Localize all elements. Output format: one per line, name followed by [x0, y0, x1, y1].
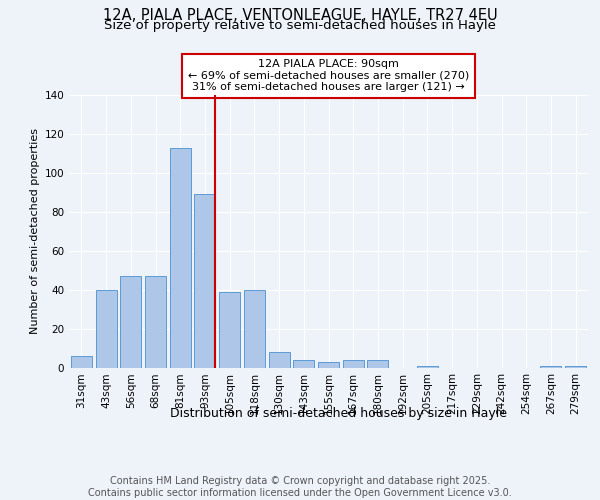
Bar — [95, 290, 116, 368]
Bar — [565, 366, 586, 368]
Bar — [219, 292, 240, 368]
Bar — [343, 360, 364, 368]
Bar — [269, 352, 290, 368]
Bar — [417, 366, 438, 368]
Text: 12A PIALA PLACE: 90sqm
← 69% of semi-detached houses are smaller (270)
31% of se: 12A PIALA PLACE: 90sqm ← 69% of semi-det… — [188, 59, 469, 92]
Text: 12A, PIALA PLACE, VENTONLEAGUE, HAYLE, TR27 4EU: 12A, PIALA PLACE, VENTONLEAGUE, HAYLE, T… — [103, 8, 497, 22]
Bar — [367, 360, 388, 368]
Bar — [170, 148, 191, 368]
Y-axis label: Number of semi-detached properties: Number of semi-detached properties — [30, 128, 40, 334]
Bar — [145, 276, 166, 368]
Bar — [194, 194, 215, 368]
Bar — [244, 290, 265, 368]
Bar — [293, 360, 314, 368]
Bar — [541, 366, 562, 368]
Bar — [318, 362, 339, 368]
Bar — [71, 356, 92, 368]
Text: Contains HM Land Registry data © Crown copyright and database right 2025.
Contai: Contains HM Land Registry data © Crown c… — [88, 476, 512, 498]
Text: Distribution of semi-detached houses by size in Hayle: Distribution of semi-detached houses by … — [170, 408, 508, 420]
Bar — [120, 276, 141, 368]
Text: Size of property relative to semi-detached houses in Hayle: Size of property relative to semi-detach… — [104, 19, 496, 32]
